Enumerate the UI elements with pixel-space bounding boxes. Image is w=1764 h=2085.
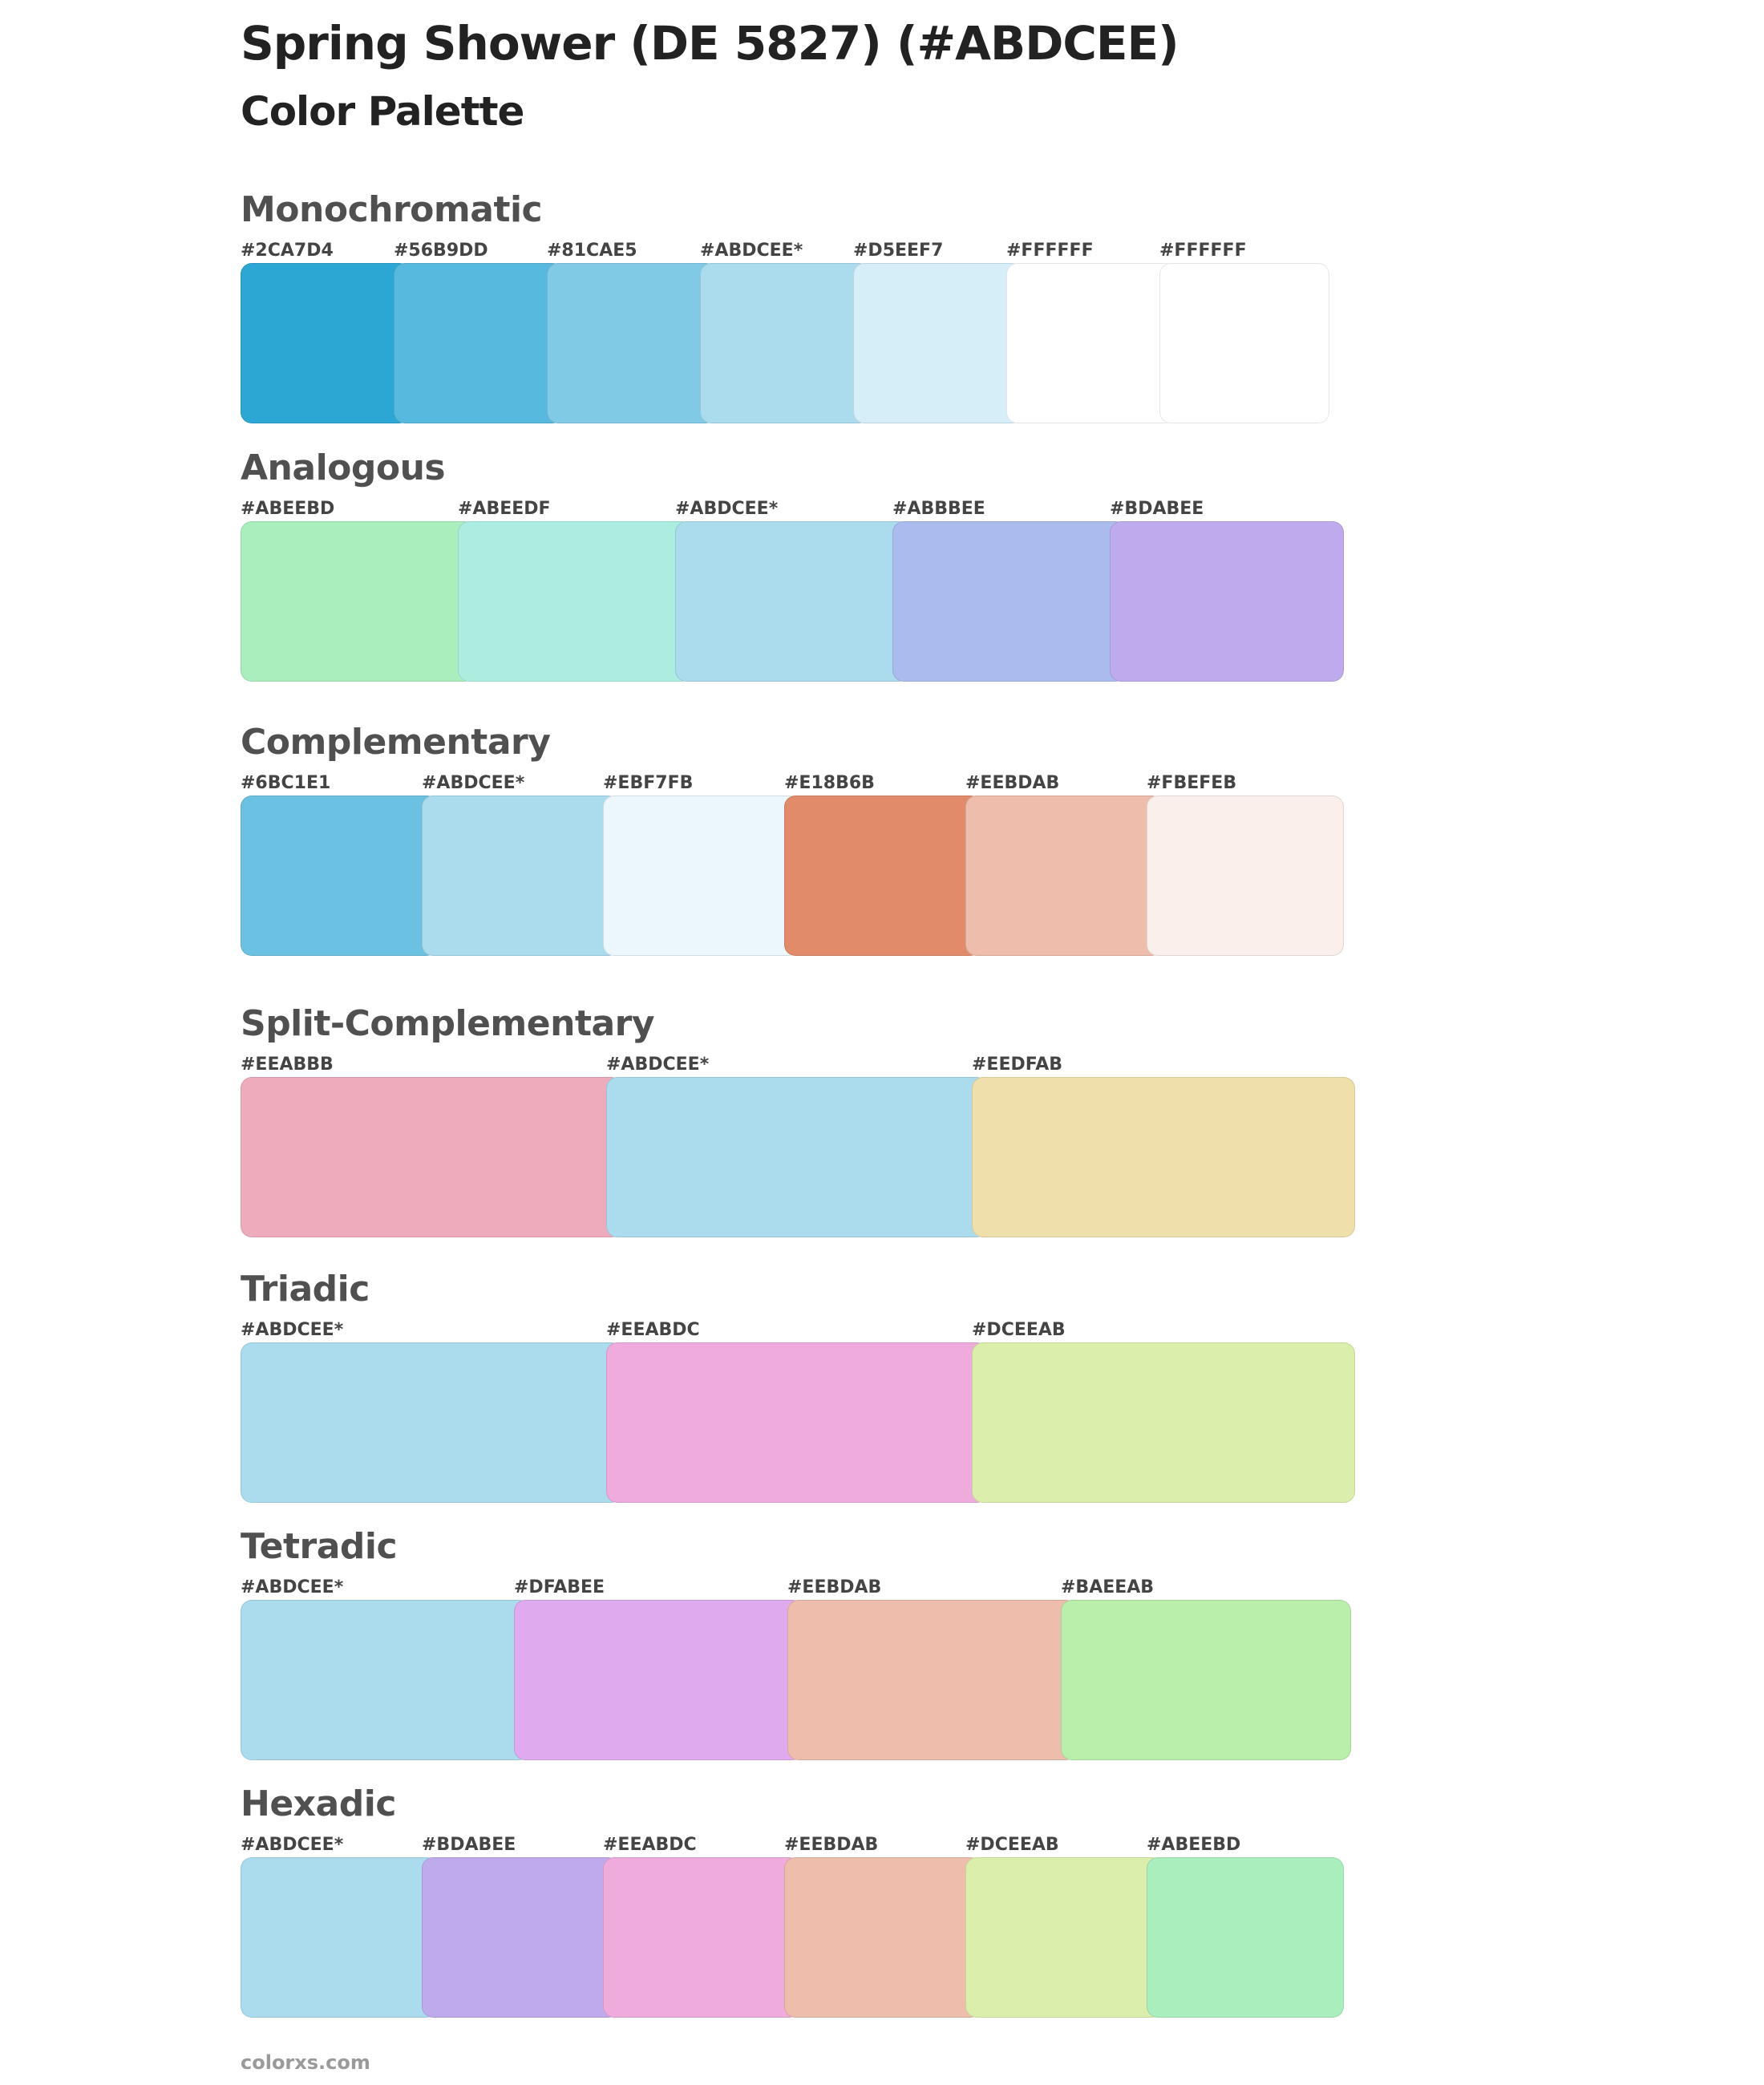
- color-hex-label: #EEBDAB: [787, 1577, 882, 1597]
- color-hex-label: #ABDCEE*: [606, 1055, 710, 1075]
- color-hex-label: #ABDCEE*: [241, 1577, 344, 1597]
- color-chip[interactable]: [1006, 263, 1176, 423]
- color-chip[interactable]: [606, 1077, 988, 1237]
- color-hex-label: #ABEEBD: [1147, 1835, 1241, 1855]
- color-chip[interactable]: [241, 1857, 438, 2018]
- color-chip[interactable]: [787, 1600, 1077, 1760]
- color-chip[interactable]: [1110, 521, 1344, 682]
- color-chip[interactable]: [972, 1342, 1355, 1503]
- section-title: Tetradic: [241, 1526, 398, 1567]
- color-hex-label: #81CAE5: [547, 241, 637, 261]
- color-hex-label: #ABBBEE: [892, 499, 985, 519]
- color-chip[interactable]: [241, 796, 438, 956]
- section-title: Hexadic: [241, 1783, 396, 1824]
- color-hex-label: #EEBDAB: [784, 1835, 879, 1855]
- color-hex-label: #6BC1E1: [241, 773, 331, 793]
- color-hex-label: #ABDCEE*: [241, 1320, 344, 1340]
- page-subtitle: Color Palette: [241, 88, 524, 135]
- color-hex-label: #2CA7D4: [241, 241, 334, 261]
- page-title: Spring Shower (DE 5827) (#ABDCEE): [241, 16, 1179, 71]
- color-hex-label: #EEABDC: [606, 1320, 700, 1340]
- color-chip[interactable]: [458, 521, 692, 682]
- color-hex-label: #FBEFEB: [1147, 773, 1237, 793]
- color-chip[interactable]: [241, 1342, 622, 1503]
- color-hex-label: #EEBDAB: [965, 773, 1060, 793]
- color-hex-label: #FFFFFF: [1006, 241, 1094, 261]
- color-hex-label: #ABDCEE*: [241, 1835, 344, 1855]
- color-chip[interactable]: [784, 796, 981, 956]
- color-chip[interactable]: [784, 1857, 981, 2018]
- section-title: Complementary: [241, 722, 551, 763]
- color-chip[interactable]: [241, 1077, 622, 1237]
- color-chip[interactable]: [1147, 796, 1344, 956]
- color-chip[interactable]: [422, 796, 619, 956]
- color-chip[interactable]: [853, 263, 1023, 423]
- color-hex-label: #ABDCEE*: [675, 499, 779, 519]
- section-title: Analogous: [241, 447, 446, 488]
- color-chip[interactable]: [892, 521, 1127, 682]
- color-hex-label: #BDABEE: [1110, 499, 1204, 519]
- color-hex-label: #EEDFAB: [972, 1055, 1063, 1075]
- color-hex-label: #ABEEDF: [458, 499, 551, 519]
- color-hex-label: #ABDCEE*: [700, 241, 803, 261]
- color-chip[interactable]: [1147, 1857, 1344, 2018]
- color-chip[interactable]: [603, 796, 800, 956]
- color-hex-label: #EEABDC: [603, 1835, 697, 1855]
- color-chip[interactable]: [700, 263, 870, 423]
- color-chip[interactable]: [1159, 263, 1329, 423]
- site-footer-link[interactable]: colorxs.com: [241, 2051, 370, 2074]
- color-chip[interactable]: [547, 263, 717, 423]
- color-chip[interactable]: [603, 1857, 800, 2018]
- color-chip[interactable]: [965, 1857, 1163, 2018]
- color-hex-label: #ABEEBD: [241, 499, 335, 519]
- color-hex-label: #FFFFFF: [1159, 241, 1247, 261]
- color-chip[interactable]: [606, 1342, 988, 1503]
- color-hex-label: #DCEEAB: [972, 1320, 1066, 1340]
- color-hex-label: #DCEEAB: [965, 1835, 1059, 1855]
- section-title: Split-Complementary: [241, 1003, 655, 1044]
- color-hex-label: #ABDCEE*: [422, 773, 525, 793]
- color-chip[interactable]: [675, 521, 909, 682]
- color-chip[interactable]: [394, 263, 564, 423]
- color-chip[interactable]: [422, 1857, 619, 2018]
- color-hex-label: #BDABEE: [422, 1835, 516, 1855]
- color-hex-label: #E18B6B: [784, 773, 875, 793]
- color-chip[interactable]: [241, 1600, 530, 1760]
- color-chip[interactable]: [972, 1077, 1355, 1237]
- color-chip[interactable]: [965, 796, 1163, 956]
- color-chip[interactable]: [241, 521, 475, 682]
- section-title: Monochromatic: [241, 189, 543, 230]
- color-chip[interactable]: [1061, 1600, 1351, 1760]
- color-hex-label: #56B9DD: [394, 241, 488, 261]
- color-hex-label: #EEABBB: [241, 1055, 334, 1075]
- color-chip[interactable]: [514, 1600, 803, 1760]
- color-hex-label: #D5EEF7: [853, 241, 944, 261]
- color-hex-label: #DFABEE: [514, 1577, 605, 1597]
- color-hex-label: #EBF7FB: [603, 773, 694, 793]
- color-hex-label: #BAEEAB: [1061, 1577, 1155, 1597]
- section-title: Triadic: [241, 1269, 370, 1310]
- color-chip[interactable]: [241, 263, 411, 423]
